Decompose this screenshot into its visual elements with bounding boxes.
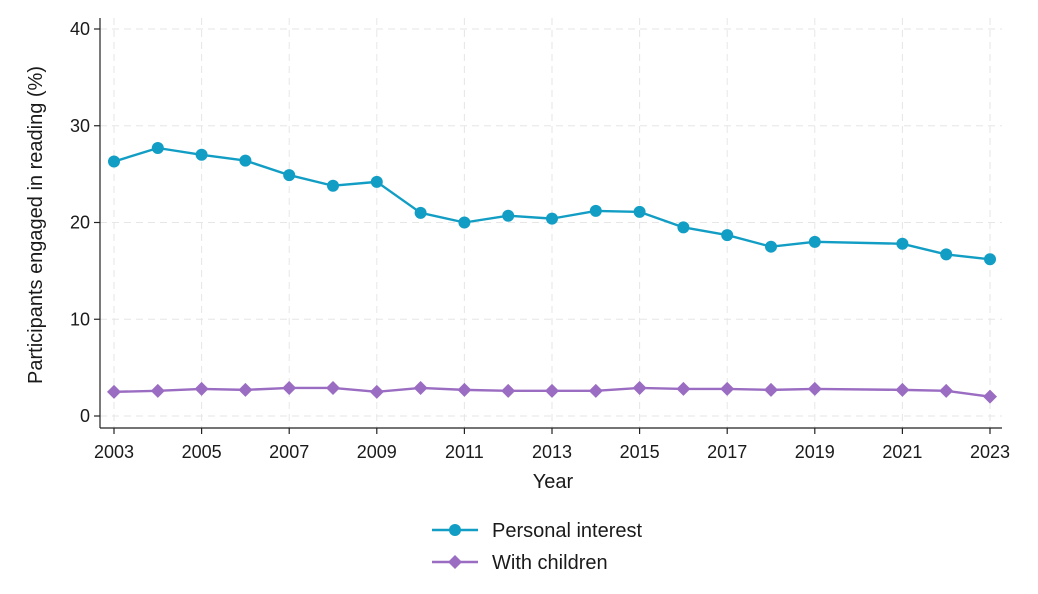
legend-marker <box>448 555 462 569</box>
x-axis-title: Year <box>533 471 574 493</box>
x-tick-label: 2013 <box>532 442 572 462</box>
y-axis-title: Participants engaged in reading (%) <box>25 66 47 384</box>
data-point <box>939 383 954 398</box>
x-tick-label: 2019 <box>795 442 835 462</box>
data-point <box>413 380 428 395</box>
data-point <box>896 237 909 250</box>
legend-item: Personal interest <box>432 520 643 542</box>
x-tick-label: 2007 <box>269 442 309 462</box>
x-tick-label: 2023 <box>970 442 1010 462</box>
data-point <box>676 381 691 396</box>
x-tick-label: 2021 <box>882 442 922 462</box>
legend-item: With children <box>432 552 608 574</box>
data-point <box>283 169 296 182</box>
series-line <box>113 386 991 398</box>
y-tick-label: 40 <box>70 19 90 39</box>
data-point <box>150 383 165 398</box>
data-point <box>194 381 209 396</box>
data-point <box>502 209 515 222</box>
data-point <box>369 384 384 399</box>
data-point <box>457 382 472 397</box>
data-point <box>327 179 339 192</box>
series-line <box>113 146 991 261</box>
y-tick-label: 30 <box>70 116 90 136</box>
data-point <box>108 155 120 168</box>
data-point <box>895 382 910 397</box>
data-point <box>808 235 821 248</box>
data-point <box>807 381 822 396</box>
data-point <box>107 384 121 399</box>
data-point <box>940 248 953 261</box>
legend-label: Personal interest <box>492 520 643 542</box>
grid-lines <box>100 18 1002 428</box>
legend-label: With children <box>492 552 608 574</box>
data-point <box>546 212 558 225</box>
series-personal-interest <box>108 142 996 266</box>
y-tick-label: 20 <box>70 213 90 233</box>
x-tick-label: 2011 <box>445 442 484 462</box>
data-point <box>195 148 208 161</box>
data-point <box>238 382 253 397</box>
data-point <box>588 383 603 398</box>
data-point <box>764 382 778 397</box>
data-point <box>720 381 735 396</box>
data-point <box>545 383 559 398</box>
data-point <box>458 216 471 229</box>
y-tick-label: 10 <box>70 309 90 329</box>
legend: Personal interest With children <box>432 520 643 574</box>
data-point <box>765 240 777 253</box>
data-point <box>984 253 996 266</box>
x-tick-label: 2009 <box>357 442 397 462</box>
data-point <box>151 142 164 155</box>
x-tick-label: 2003 <box>94 442 134 462</box>
data-point <box>501 383 516 398</box>
data-point <box>589 204 602 217</box>
x-tick-label: 2005 <box>182 442 222 462</box>
axes: 0 10 20 30 40 2003 2005 2007 2009 2011 2013 2015 201… <box>25 18 1010 493</box>
y-tick-label: 0 <box>80 406 90 426</box>
data-point <box>633 205 646 218</box>
x-tick-label: 2017 <box>707 442 747 462</box>
data-point <box>983 389 997 404</box>
data-point <box>721 229 734 242</box>
x-tick-label: 2015 <box>620 442 660 462</box>
data-point <box>282 380 297 395</box>
series-with-children <box>107 380 997 404</box>
data-point <box>632 380 647 395</box>
legend-marker <box>449 524 461 536</box>
data-point <box>414 206 427 219</box>
data-point <box>370 175 383 188</box>
data-point <box>239 154 252 167</box>
data-point <box>677 221 690 234</box>
series-lines <box>107 142 997 404</box>
data-point <box>326 380 340 395</box>
